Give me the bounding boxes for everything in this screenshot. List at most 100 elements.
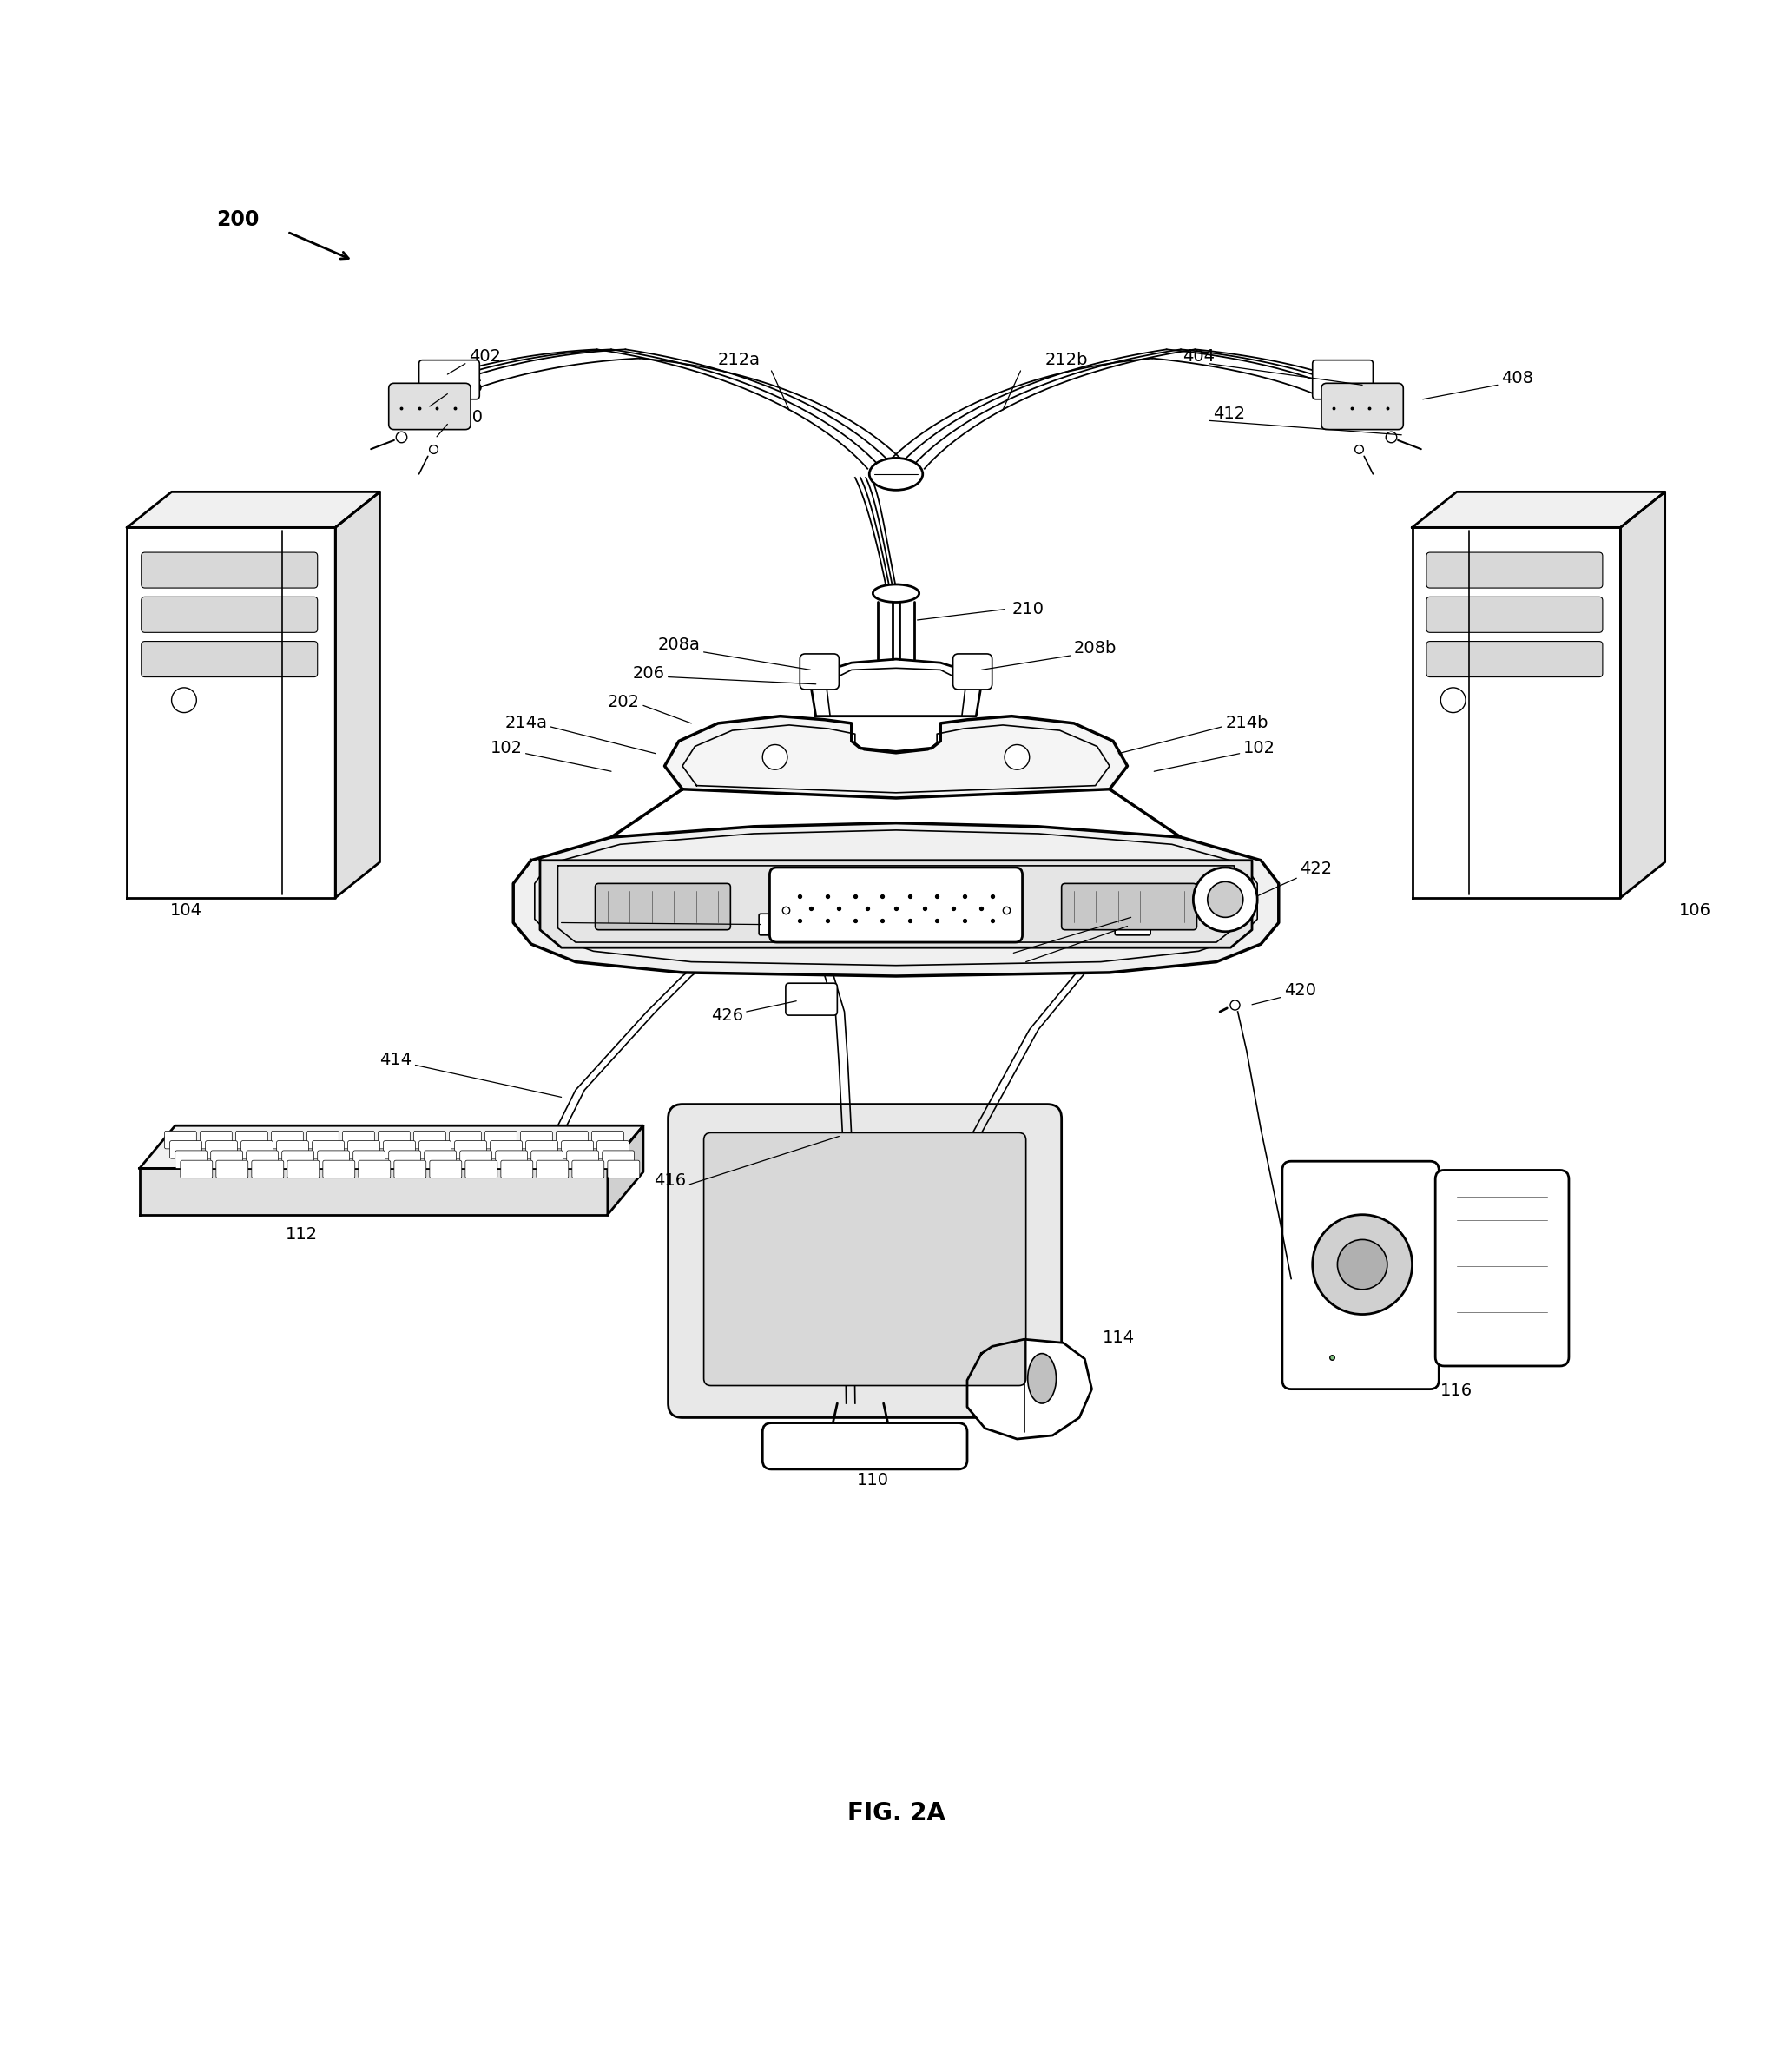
Text: 410: 410	[452, 410, 484, 426]
Text: 214b: 214b	[1226, 714, 1269, 731]
FancyBboxPatch shape	[287, 1161, 319, 1178]
FancyBboxPatch shape	[1115, 914, 1150, 935]
Text: 420: 420	[1285, 982, 1315, 999]
Polygon shape	[1620, 492, 1665, 898]
Text: 412: 412	[1213, 406, 1245, 422]
FancyBboxPatch shape	[394, 1161, 426, 1178]
FancyBboxPatch shape	[799, 655, 839, 690]
FancyBboxPatch shape	[353, 1151, 385, 1167]
Text: 102: 102	[489, 739, 521, 756]
Circle shape	[763, 745, 787, 770]
FancyBboxPatch shape	[953, 655, 993, 690]
FancyBboxPatch shape	[419, 360, 480, 399]
Text: 422: 422	[1299, 861, 1331, 877]
FancyBboxPatch shape	[1061, 883, 1197, 931]
Polygon shape	[810, 659, 982, 717]
Circle shape	[1005, 745, 1029, 770]
FancyBboxPatch shape	[602, 1151, 634, 1167]
FancyBboxPatch shape	[271, 1130, 303, 1149]
FancyBboxPatch shape	[211, 1151, 242, 1167]
FancyBboxPatch shape	[419, 1141, 452, 1159]
FancyBboxPatch shape	[425, 1151, 457, 1167]
Text: 102: 102	[1244, 739, 1276, 756]
Circle shape	[1208, 881, 1244, 918]
FancyBboxPatch shape	[450, 1130, 482, 1149]
Text: 200: 200	[217, 210, 258, 231]
Text: 206: 206	[633, 665, 665, 682]
FancyBboxPatch shape	[389, 1151, 421, 1167]
FancyBboxPatch shape	[165, 1130, 197, 1149]
Text: 212a: 212a	[719, 352, 760, 369]
Text: 104: 104	[170, 902, 202, 918]
FancyBboxPatch shape	[561, 1141, 593, 1159]
Polygon shape	[335, 492, 380, 898]
FancyBboxPatch shape	[142, 642, 317, 677]
Text: 428: 428	[525, 910, 557, 927]
Text: 210: 210	[1012, 601, 1043, 618]
FancyBboxPatch shape	[170, 1141, 202, 1159]
Ellipse shape	[1029, 1353, 1055, 1404]
FancyBboxPatch shape	[785, 984, 837, 1015]
FancyBboxPatch shape	[383, 1141, 416, 1159]
FancyBboxPatch shape	[486, 1130, 516, 1149]
FancyBboxPatch shape	[312, 1141, 344, 1159]
FancyBboxPatch shape	[142, 597, 317, 632]
Polygon shape	[1412, 527, 1620, 898]
FancyBboxPatch shape	[1283, 1161, 1439, 1390]
Text: 404: 404	[1183, 348, 1215, 364]
FancyBboxPatch shape	[235, 1130, 267, 1149]
Text: 202: 202	[607, 694, 640, 710]
Text: 406: 406	[452, 379, 484, 395]
FancyBboxPatch shape	[556, 1130, 588, 1149]
Text: 416: 416	[654, 1172, 686, 1190]
Text: 424: 424	[1018, 939, 1050, 955]
Text: 426: 426	[711, 1007, 744, 1023]
Text: 418: 418	[1029, 947, 1061, 964]
Text: 112: 112	[285, 1225, 317, 1242]
FancyBboxPatch shape	[595, 883, 731, 931]
Polygon shape	[607, 1126, 643, 1215]
Polygon shape	[539, 861, 1253, 947]
Text: 402: 402	[470, 348, 502, 364]
FancyBboxPatch shape	[496, 1151, 527, 1167]
FancyBboxPatch shape	[668, 1104, 1061, 1417]
FancyBboxPatch shape	[142, 552, 317, 589]
FancyBboxPatch shape	[1426, 597, 1602, 632]
FancyBboxPatch shape	[466, 1161, 498, 1178]
Ellipse shape	[869, 457, 923, 490]
Circle shape	[1337, 1240, 1387, 1289]
Polygon shape	[1412, 492, 1665, 527]
FancyBboxPatch shape	[525, 1141, 557, 1159]
Polygon shape	[513, 824, 1279, 976]
FancyBboxPatch shape	[572, 1161, 604, 1178]
Circle shape	[172, 688, 197, 712]
Text: 106: 106	[1679, 902, 1711, 918]
FancyBboxPatch shape	[217, 1161, 247, 1178]
FancyBboxPatch shape	[536, 1161, 568, 1178]
FancyBboxPatch shape	[306, 1130, 339, 1149]
FancyBboxPatch shape	[389, 383, 471, 430]
FancyBboxPatch shape	[520, 1130, 552, 1149]
FancyBboxPatch shape	[591, 1130, 624, 1149]
FancyBboxPatch shape	[317, 1151, 349, 1167]
FancyBboxPatch shape	[176, 1151, 208, 1167]
Text: 110: 110	[857, 1472, 889, 1489]
Polygon shape	[968, 1338, 1091, 1439]
FancyBboxPatch shape	[760, 914, 794, 935]
Text: 208b: 208b	[1073, 640, 1116, 657]
FancyBboxPatch shape	[348, 1141, 380, 1159]
FancyBboxPatch shape	[500, 1161, 532, 1178]
Polygon shape	[127, 527, 335, 898]
FancyBboxPatch shape	[607, 1161, 640, 1178]
FancyBboxPatch shape	[201, 1130, 233, 1149]
FancyBboxPatch shape	[251, 1161, 283, 1178]
Polygon shape	[140, 1167, 607, 1215]
FancyBboxPatch shape	[491, 1141, 521, 1159]
Text: 114: 114	[1102, 1330, 1134, 1347]
Text: 116: 116	[1441, 1384, 1473, 1400]
FancyBboxPatch shape	[323, 1161, 355, 1178]
FancyBboxPatch shape	[206, 1141, 237, 1159]
Text: 414: 414	[380, 1052, 412, 1069]
FancyBboxPatch shape	[281, 1151, 314, 1167]
FancyBboxPatch shape	[566, 1151, 599, 1167]
